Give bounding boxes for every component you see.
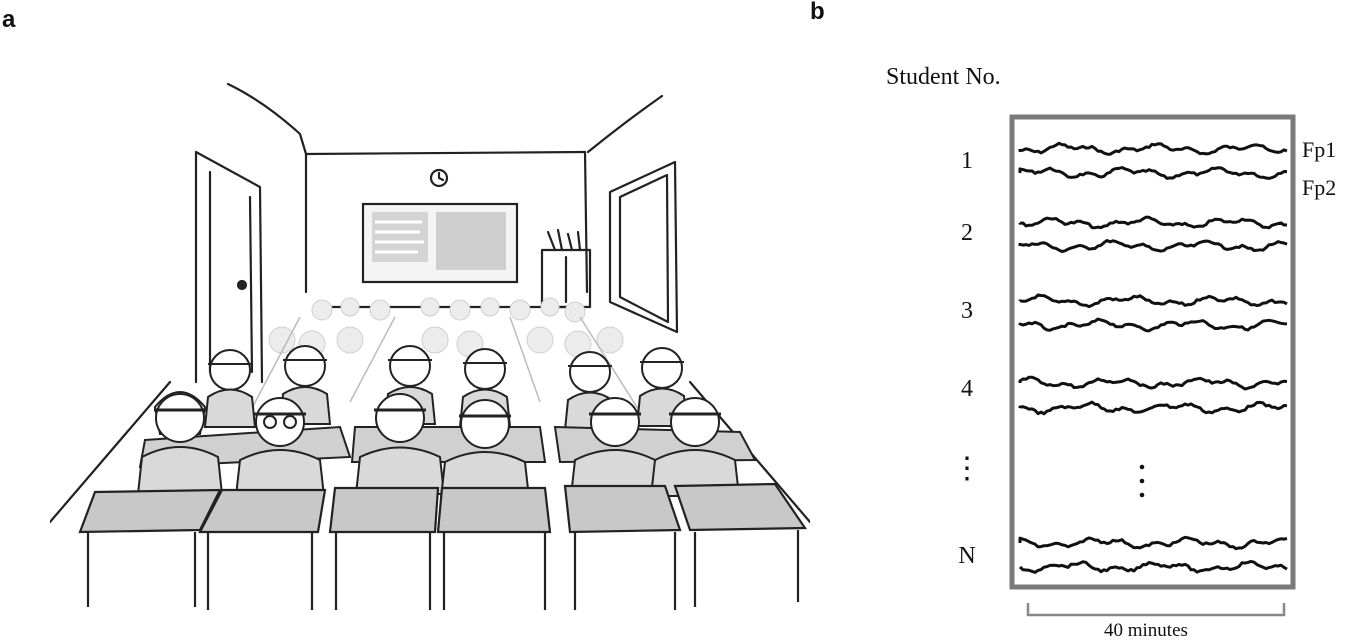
student-number-ellipsis: ⋮ — [952, 452, 982, 485]
eeg-trace-ellipsis — [1139, 464, 1145, 498]
channel-label-fp1: Fp1 — [1302, 137, 1337, 162]
eeg-trace-student-1-fp2 — [1018, 166, 1288, 180]
eeg-trace-student-n-fp1 — [1018, 535, 1288, 551]
student-number-1: 1 — [961, 148, 973, 174]
student-number-heading: Student No. — [886, 64, 1001, 90]
duration-bracket — [1026, 603, 1286, 617]
eeg-frame — [1009, 114, 1296, 590]
eeg-recordings-panel — [1009, 114, 1296, 617]
eeg-trace-student-1-fp1 — [1018, 141, 1288, 156]
eeg-trace-student-4-fp2 — [1018, 400, 1288, 416]
eeg-trace-student-n-fp2 — [1018, 559, 1288, 574]
student-number-3: 3 — [961, 298, 973, 324]
eeg-trace-student-4-fp1 — [1018, 375, 1288, 391]
panel-label-b: b — [810, 0, 825, 25]
eeg-trace-student-2-fp2 — [1018, 239, 1288, 253]
channel-label-fp2: Fp2 — [1302, 175, 1337, 200]
eeg-trace-student-3-fp2 — [1018, 317, 1288, 333]
eeg-trace-student-2-fp1 — [1018, 215, 1288, 230]
student-number-2: 2 — [961, 220, 973, 246]
eeg-trace-student-3-fp1 — [1018, 293, 1288, 309]
student-number-n: N — [958, 543, 976, 569]
classroom-illustration — [50, 82, 810, 610]
student-number-4: 4 — [961, 376, 973, 402]
duration-label: 40 minutes — [1104, 620, 1188, 641]
panel-label-a: a — [2, 6, 16, 33]
